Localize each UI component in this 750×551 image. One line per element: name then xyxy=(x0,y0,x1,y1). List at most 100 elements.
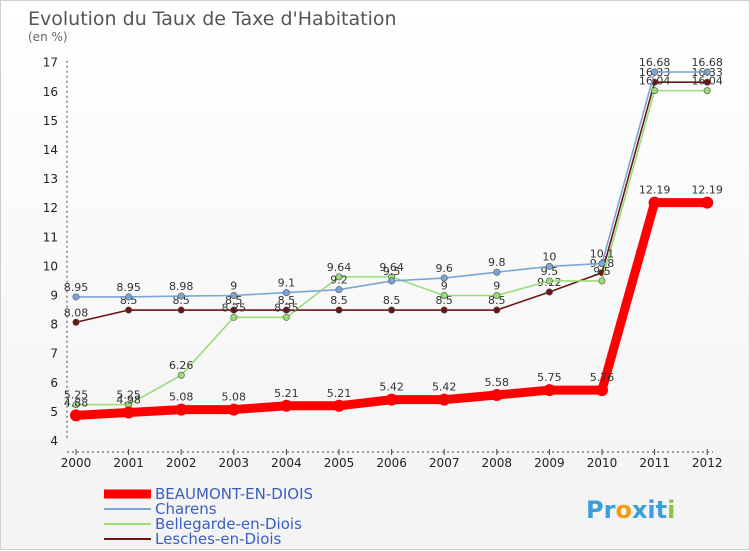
data-point xyxy=(72,401,80,409)
data-point xyxy=(440,306,448,314)
data-label: 5.08 xyxy=(222,391,247,404)
data-point xyxy=(440,274,448,282)
data-point xyxy=(335,273,343,281)
data-label: 4.88 xyxy=(64,396,89,409)
data-label: 12.19 xyxy=(691,184,723,197)
proxiti-logo: Proxiti xyxy=(586,496,675,524)
logo-letter: r xyxy=(604,496,616,524)
data-label: 9 xyxy=(441,280,448,293)
data-point xyxy=(490,389,503,402)
data-label: 6.26 xyxy=(169,359,194,372)
y-tick-label: 15 xyxy=(43,114,58,128)
data-point xyxy=(703,87,711,95)
data-label: 10 xyxy=(542,250,556,263)
data-point xyxy=(545,262,553,270)
x-tick-label: 2001 xyxy=(113,456,144,470)
data-label: 8.25 xyxy=(274,301,299,314)
data-label: 16.68 xyxy=(691,56,723,69)
data-label: 8.5 xyxy=(172,294,190,307)
data-point xyxy=(72,318,80,326)
data-point xyxy=(175,403,188,416)
y-tick-label: 6 xyxy=(50,376,58,390)
y-tick-label: 16 xyxy=(43,85,58,99)
chart-subtitle: (en %) xyxy=(28,30,68,44)
data-label: 9.64 xyxy=(379,261,404,274)
data-point xyxy=(230,313,238,321)
x-tick-label: 2003 xyxy=(219,456,250,470)
logo-letter: i xyxy=(667,496,675,524)
data-label: 4.98 xyxy=(116,393,141,406)
data-point xyxy=(122,406,135,419)
x-tick-label: 2002 xyxy=(166,456,197,470)
data-point xyxy=(72,293,80,301)
x-tick-label: 2000 xyxy=(61,456,92,470)
data-label: 5.21 xyxy=(327,387,352,400)
data-label: 5.25 xyxy=(116,389,141,402)
data-label: 9.5 xyxy=(593,265,611,278)
data-point xyxy=(651,87,659,95)
data-point xyxy=(230,306,238,314)
data-point xyxy=(177,371,185,379)
series-layer: 8.088.58.58.58.58.58.58.58.59.129.7816.3… xyxy=(64,56,723,422)
data-point xyxy=(598,259,606,267)
data-label: 9.2 xyxy=(330,274,348,287)
data-label: 9 xyxy=(493,280,500,293)
logo-letter: o xyxy=(615,496,632,524)
x-tick-label: 2006 xyxy=(376,456,407,470)
data-label: 8.5 xyxy=(278,294,296,307)
data-label: 5.42 xyxy=(432,381,457,394)
data-point xyxy=(438,393,451,406)
data-point xyxy=(703,78,711,86)
data-point xyxy=(493,268,501,276)
y-tick-label: 13 xyxy=(43,172,58,186)
legend-label: Bellegarde-en-Diois xyxy=(155,515,302,533)
data-point xyxy=(543,384,556,397)
data-label: 9.8 xyxy=(488,256,506,269)
y-tick-label: 14 xyxy=(43,143,58,157)
data-point xyxy=(440,291,448,299)
data-point xyxy=(545,277,553,285)
data-label: 9.5 xyxy=(383,265,401,278)
y-tick-label: 7 xyxy=(50,347,58,361)
data-point xyxy=(282,289,290,297)
x-tick-label: 2010 xyxy=(587,456,618,470)
x-tick-label: 2004 xyxy=(271,456,302,470)
data-label: 8.95 xyxy=(116,281,141,294)
data-point xyxy=(651,68,659,76)
data-point xyxy=(648,196,661,209)
x-tick-label: 2009 xyxy=(534,456,565,470)
data-point xyxy=(335,306,343,314)
data-label: 5.25 xyxy=(64,389,89,402)
data-label: 8.5 xyxy=(330,294,348,307)
logo-letter: P xyxy=(586,496,604,524)
data-label: 8.5 xyxy=(488,294,506,307)
data-label: 5.75 xyxy=(537,371,562,384)
data-point xyxy=(125,306,133,314)
data-point xyxy=(598,277,606,285)
legend-label: Lesches-en-Diois xyxy=(155,530,282,548)
x-tick-label: 2008 xyxy=(482,456,513,470)
data-label: 16.04 xyxy=(691,75,723,88)
data-point xyxy=(280,399,293,412)
y-tick-label: 10 xyxy=(43,259,58,273)
data-label: 8.95 xyxy=(64,281,89,294)
y-tick-label: 9 xyxy=(50,289,58,303)
data-label: 9.5 xyxy=(541,265,559,278)
data-point xyxy=(230,291,238,299)
data-label: 5.76 xyxy=(590,371,615,384)
data-label: 8.98 xyxy=(169,280,194,293)
data-label: 8.5 xyxy=(383,294,401,307)
data-label: 8.25 xyxy=(222,301,247,314)
legend-label: BEAUMONT-EN-DIOIS xyxy=(155,485,313,503)
data-point xyxy=(125,293,133,301)
data-label: 5.58 xyxy=(485,376,510,389)
data-point xyxy=(177,306,185,314)
data-point xyxy=(333,399,345,412)
legend: BEAUMONT-EN-DIOISCharensBellegarde-en-Di… xyxy=(104,485,313,548)
legend-label: Charens xyxy=(155,500,217,518)
axes: 4 5 6 7 8 9 10 11 12 13 14 15 16 17 2000 2001 2002 2003 20… xyxy=(43,56,723,470)
y-tick-label: 8 xyxy=(50,318,58,332)
data-label: 16.04 xyxy=(639,75,671,88)
x-tick-label: 2005 xyxy=(324,456,355,470)
